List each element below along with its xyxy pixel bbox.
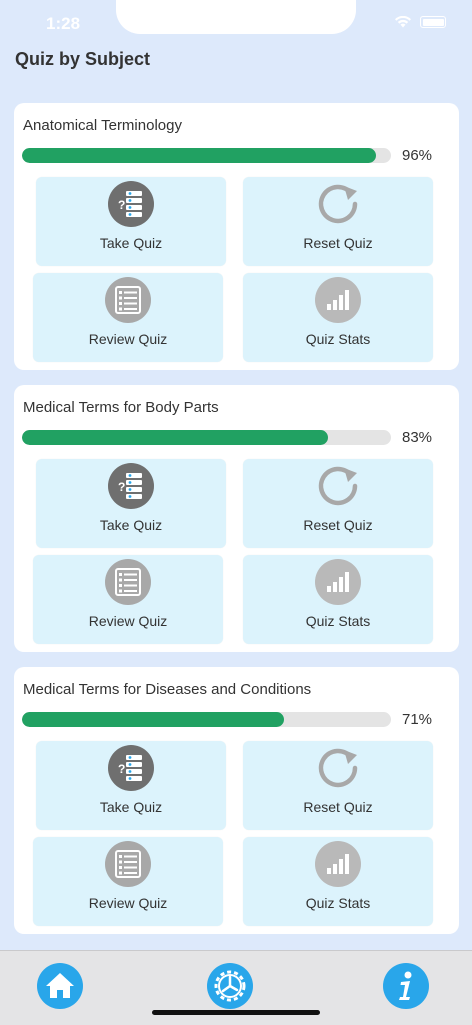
- review-list-icon: [105, 277, 151, 323]
- take-quiz-label: Take Quiz: [99, 517, 163, 533]
- info-icon: [399, 971, 412, 1000]
- review-quiz-label: Review Quiz: [88, 613, 168, 629]
- progress-bar: [22, 712, 391, 727]
- review-list-icon: [105, 559, 151, 605]
- reset-quiz-label: Reset Quiz: [303, 517, 373, 533]
- home-icon: [46, 973, 74, 998]
- tab-settings[interactable]: [207, 963, 253, 1009]
- quiz-stats-label: Quiz Stats: [305, 331, 371, 347]
- progress-bar: [22, 430, 391, 445]
- page-title: Quiz by Subject: [15, 49, 151, 69]
- quiz-stats-label: Quiz Stats: [305, 613, 371, 629]
- home-indicator: [152, 1010, 320, 1015]
- review-quiz-button[interactable]: Review Quiz: [33, 555, 223, 644]
- reset-quiz-label: Reset Quiz: [303, 235, 373, 251]
- progress-percent: 71%: [402, 711, 433, 728]
- quiz-stats-label: Quiz Stats: [305, 895, 371, 911]
- subject-card: Anatomical Terminology 96% ? Take Quiz R…: [14, 103, 459, 370]
- quiz-list-icon: ?: [108, 745, 154, 791]
- reset-quiz-button[interactable]: Reset Quiz: [243, 177, 433, 266]
- reset-quiz-label: Reset Quiz: [303, 799, 373, 815]
- svg-text:?: ?: [118, 480, 125, 494]
- device-notch: [116, 0, 356, 34]
- take-quiz-button[interactable]: ? Take Quiz: [36, 741, 226, 830]
- take-quiz-button[interactable]: ? Take Quiz: [36, 177, 226, 266]
- status-bar: 1:28: [0, 0, 472, 44]
- tab-home[interactable]: [37, 963, 83, 1009]
- progress-percent: 96%: [402, 147, 433, 164]
- review-quiz-label: Review Quiz: [88, 895, 168, 911]
- status-time: 1:28: [46, 14, 81, 33]
- progress-fill: [22, 712, 284, 727]
- svg-text:?: ?: [118, 198, 125, 212]
- progress-bar: [22, 148, 391, 163]
- battery-icon: [420, 16, 446, 28]
- tab-info[interactable]: [383, 963, 429, 1009]
- progress-percent: 83%: [402, 429, 433, 446]
- take-quiz-button[interactable]: ? Take Quiz: [36, 459, 226, 548]
- review-list-icon: [105, 841, 151, 887]
- reset-icon: [318, 184, 358, 224]
- reset-icon: [318, 748, 358, 788]
- settings-gear-icon: [214, 970, 246, 1002]
- stats-bars-icon: [315, 559, 361, 605]
- review-quiz-button[interactable]: Review Quiz: [33, 273, 223, 362]
- tab-bar: [0, 950, 472, 1025]
- take-quiz-label: Take Quiz: [99, 235, 163, 251]
- status-icons: [394, 16, 446, 28]
- quiz-stats-button[interactable]: Quiz Stats: [243, 273, 433, 362]
- review-quiz-label: Review Quiz: [88, 331, 168, 347]
- subject-title: Medical Terms for Body Parts: [23, 399, 219, 416]
- subject-card: Medical Terms for Body Parts 83% ? Take …: [14, 385, 459, 652]
- progress-fill: [22, 148, 377, 163]
- quiz-list-icon: ?: [108, 463, 154, 509]
- reset-icon: [318, 466, 358, 506]
- quiz-stats-button[interactable]: Quiz Stats: [243, 837, 433, 926]
- quiz-list-icon: ?: [108, 181, 154, 227]
- stats-bars-icon: [315, 841, 361, 887]
- wifi-icon: [395, 16, 411, 28]
- stats-bars-icon: [315, 277, 361, 323]
- subject-title: Anatomical Terminology: [23, 117, 182, 134]
- reset-quiz-button[interactable]: Reset Quiz: [243, 741, 433, 830]
- progress-fill: [22, 430, 329, 445]
- review-quiz-button[interactable]: Review Quiz: [33, 837, 223, 926]
- subject-card: Medical Terms for Diseases and Condition…: [14, 667, 459, 934]
- quiz-stats-button[interactable]: Quiz Stats: [243, 555, 433, 644]
- take-quiz-label: Take Quiz: [99, 799, 163, 815]
- subject-title: Medical Terms for Diseases and Condition…: [23, 681, 312, 698]
- reset-quiz-button[interactable]: Reset Quiz: [243, 459, 433, 548]
- svg-text:?: ?: [118, 762, 125, 776]
